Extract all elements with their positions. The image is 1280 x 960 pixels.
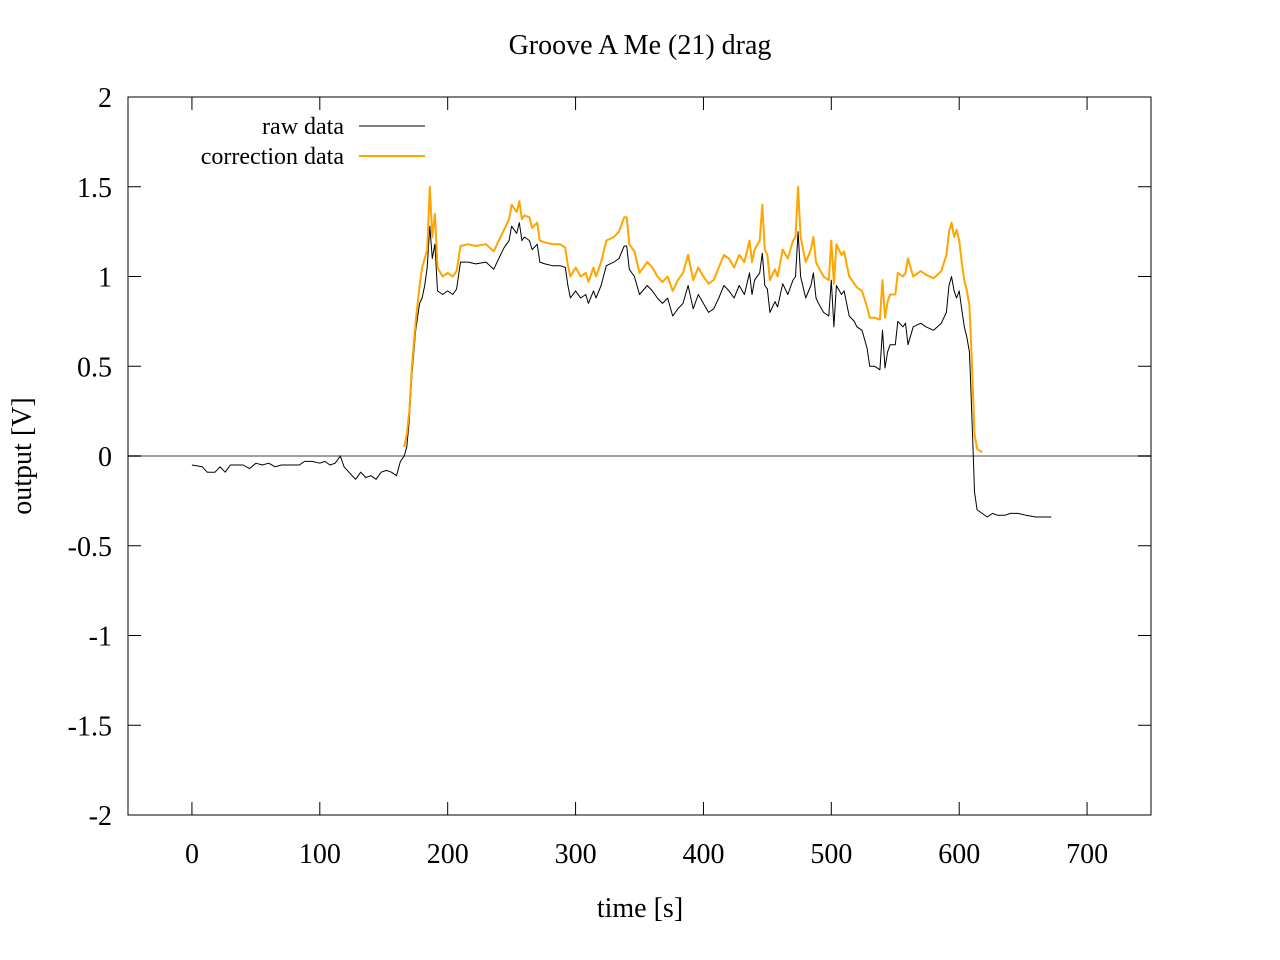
x-tick-label: 100 — [299, 839, 341, 870]
x-tick-label: 500 — [810, 839, 852, 870]
x-tick-label: 600 — [938, 839, 980, 870]
y-tick-label: -1.5 — [68, 711, 112, 742]
y-tick-label: 2 — [98, 83, 112, 114]
legend: raw data correction data — [201, 114, 425, 170]
x-tick-label: 400 — [682, 839, 724, 870]
plot-frame — [127, 96, 1152, 816]
x-tick-label: 200 — [427, 839, 469, 870]
x-tick-label: 0 — [185, 839, 199, 870]
y-tick-label: -1 — [89, 622, 112, 653]
x-tick-label: 300 — [555, 839, 597, 870]
y-tick-label: -0.5 — [68, 532, 112, 563]
y-tick-label: 1.5 — [77, 173, 112, 204]
series-line-0 — [191, 222, 1052, 518]
y-tick-label: 0 — [98, 442, 112, 473]
legend-label-1: correction data — [201, 144, 345, 170]
y-tick-label: -2 — [89, 801, 112, 832]
y-tick-label: 1 — [98, 263, 112, 294]
series-layer — [191, 185, 1052, 518]
y-tick-label: 0.5 — [77, 352, 112, 383]
x-tick-label: 700 — [1066, 839, 1108, 870]
legend-label-0: raw data — [262, 114, 344, 140]
chart-title: Groove A Me (21) drag — [509, 30, 772, 61]
x-axis-label: time [s] — [597, 893, 683, 924]
y-axis-label: output [V] — [7, 397, 38, 514]
ticks-layer: 0 100 200 300 400 500 600 700 -2 -1.5 -1 -0.5 0 0.5 1 1… — [68, 83, 1151, 870]
series-line-1 — [403, 185, 983, 454]
